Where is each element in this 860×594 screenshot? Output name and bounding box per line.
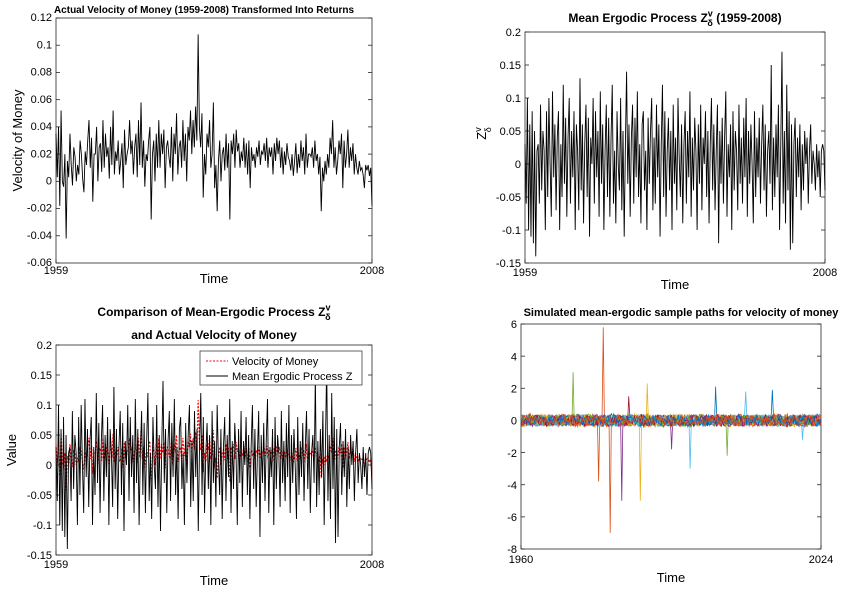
y-tick-label: 0.15 — [31, 370, 52, 382]
y-axis-label: Zvδ — [473, 127, 493, 140]
y-tick-label: 0.08 — [31, 67, 52, 79]
chart-title: Simulated mean-ergodic sample paths for … — [524, 307, 840, 319]
y-tick-label: -0.15 — [496, 258, 521, 270]
y-tick-label: -0.05 — [27, 490, 52, 502]
y-tick-label: 0 — [46, 175, 52, 187]
series-line-mean-ergodic — [55, 362, 373, 550]
y-tick-label: 2 — [511, 383, 517, 395]
y-tick-label: 0.12 — [31, 12, 52, 24]
y-tick-label: 0.05 — [500, 126, 521, 138]
x-axis-label: Time — [200, 271, 228, 286]
y-tick-label: -0.04 — [27, 230, 52, 242]
y-tick-label: 0 — [46, 460, 52, 472]
panel-mean-ergodic: -0.15 -0.1 -0.05 0 0.05 0.1 0.15 0.2 1959 2008 Mea… — [473, 9, 837, 292]
y-tick-label: -0.1 — [33, 520, 52, 532]
x-tick-label: 2008 — [813, 267, 837, 279]
y-axis-label: Value — [4, 434, 19, 466]
y-tick-label: 0.1 — [506, 93, 521, 105]
y-tick-label: 0.05 — [31, 430, 52, 442]
y-tick-label: 0.15 — [500, 60, 521, 72]
panel-comparison: -0.15 -0.1 -0.05 0 0.05 0.1 0.15 0.2 1959 2008 Vel… — [4, 303, 384, 588]
series-line-velocity — [55, 400, 373, 491]
sample-path-30 — [521, 413, 821, 428]
y-axis-label: Velocity of Money — [10, 89, 25, 191]
chart-title-line1: Comparison of Mean-Ergodic Process Zv δ — [97, 303, 331, 323]
y-tick-label: -0.02 — [27, 203, 52, 215]
panel-velocity-returns: -0.06 -0.04 -0.02 0 0.02 0.04 0.06 0.08 0.1 0.12 1… — [10, 5, 384, 286]
y-tick-label: -2 — [507, 448, 517, 460]
y-tick-label: 0.04 — [31, 121, 52, 133]
x-axis-label: Time — [661, 277, 689, 292]
y-tick-label: 0.2 — [506, 27, 521, 39]
x-tick-label: 2008 — [360, 559, 384, 571]
y-tick-label: 0.1 — [37, 39, 52, 51]
y-tick-label: -8 — [507, 544, 517, 556]
y-tick-label: -6 — [507, 512, 517, 524]
chart-title: Mean Ergodic Process Zv δ (1959-2008) — [568, 9, 781, 29]
y-tick-label: 4 — [511, 351, 517, 363]
x-tick-label: 1959 — [44, 265, 68, 277]
legend-entry: Mean Ergodic Process Z — [232, 371, 353, 383]
legend-box — [199, 350, 363, 386]
panel-simulated-paths: -8 -6 -4 -2 0 2 4 6 1960 2024 Simulated mean-ergod… — [507, 307, 839, 585]
y-tick-label: -0.06 — [27, 257, 52, 269]
y-tick-label: -0.05 — [496, 192, 521, 204]
y-tick-label: 6 — [511, 319, 517, 331]
x-axis-label: Time — [657, 570, 685, 585]
y-tick-label: -4 — [507, 480, 517, 492]
chart-title-line2: and Actual Velocity of Money — [131, 328, 297, 342]
y-tick-label: 0.02 — [31, 148, 52, 160]
series-line-velocity — [55, 34, 373, 239]
series-line-mean-ergodic — [524, 51, 826, 257]
x-tick-label: 2024 — [809, 554, 833, 566]
y-tick-label: 0.1 — [37, 400, 52, 412]
x-tick-label: 1960 — [509, 554, 533, 566]
y-tick-label: -0.15 — [27, 550, 52, 562]
x-axis-label: Time — [200, 573, 228, 588]
sample-paths — [521, 327, 821, 533]
y-tick-label: 0 — [511, 416, 517, 428]
legend-entry: Velocity of Money — [232, 356, 319, 368]
y-tick-label: 0.06 — [31, 94, 52, 106]
y-tick-label: -0.1 — [502, 225, 521, 237]
y-tick-label: 0.2 — [37, 340, 52, 352]
chart-title: Actual Velocity of Money (1959-2008) Tra… — [54, 5, 355, 16]
x-tick-label: 2008 — [360, 265, 384, 277]
x-tick-label: 1959 — [44, 559, 68, 571]
x-tick-label: 1959 — [513, 267, 537, 279]
y-tick-label: 0 — [515, 159, 521, 171]
